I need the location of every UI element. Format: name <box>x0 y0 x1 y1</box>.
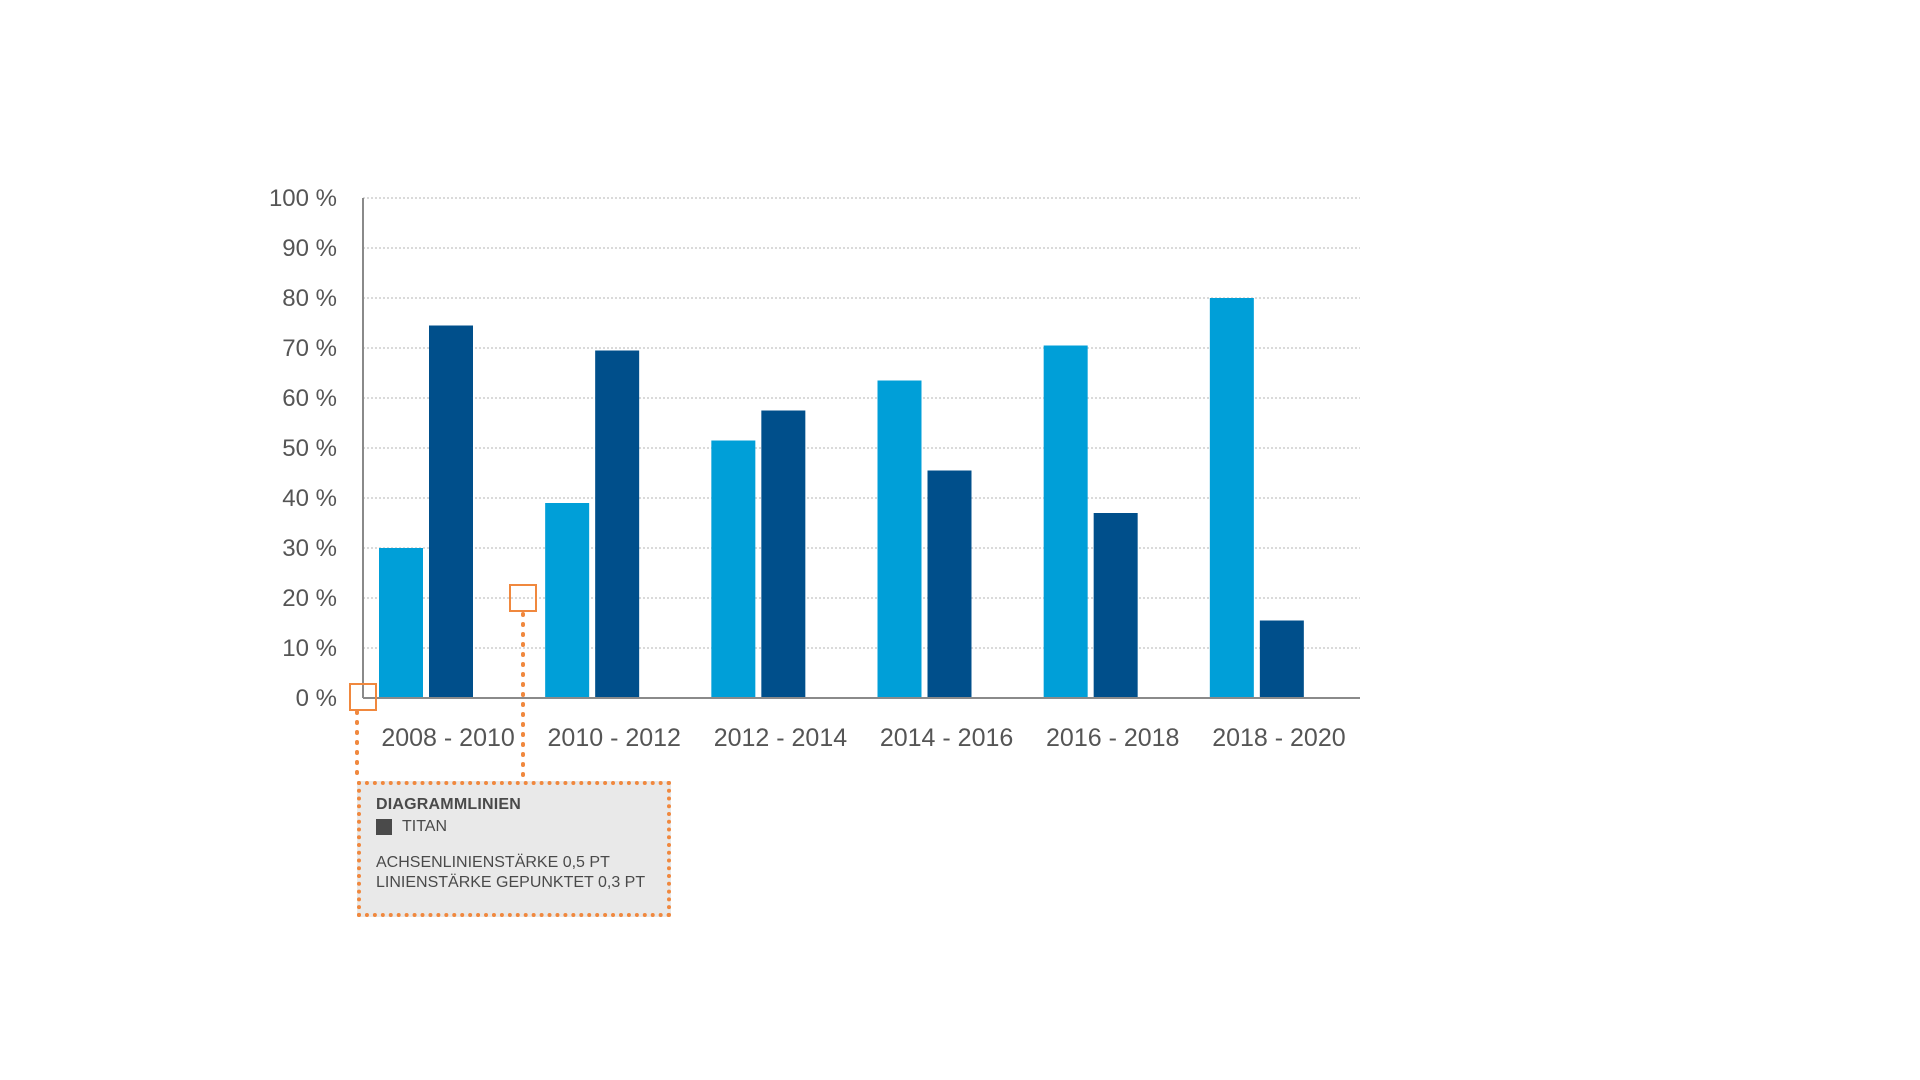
y-tick-label: 80 % <box>282 285 337 312</box>
x-tick-label: 2012 - 2014 <box>714 724 848 752</box>
bar-series-1 <box>1043 345 1088 698</box>
y-tick-label: 50 % <box>282 435 337 462</box>
bar-series-1 <box>1209 298 1254 698</box>
bar-series-2 <box>761 410 806 698</box>
origin-marker-square <box>349 683 377 711</box>
annotation-box: DIAGRAMMLINIEN TITAN ACHSENLINIENSTÄRKE … <box>357 781 671 917</box>
x-tick-labels: 2008 - 2010 2010 - 2012 2012 - 2014 2014 - … <box>381 724 1345 752</box>
titan-swatch <box>376 819 392 835</box>
bar-series-1 <box>545 503 590 698</box>
bar-series-2 <box>1259 620 1304 698</box>
axes <box>362 198 1360 699</box>
y-tick-label: 20 % <box>282 585 337 612</box>
bar-series-2 <box>1093 513 1138 698</box>
bar-series-1 <box>711 440 756 698</box>
x-tick-label: 2016 - 2018 <box>1046 724 1179 752</box>
y-tick-labels: 0 % 10 % 20 % 30 % 40 % 50 % 60 % 70 % 80 % 90 % 1… <box>269 185 337 712</box>
bar-series-1 <box>379 548 423 698</box>
y-tick-label: 100 % <box>269 185 337 212</box>
y-tick-label: 60 % <box>282 385 337 412</box>
x-tick-label: 2014 - 2016 <box>880 724 1013 752</box>
grid-marker-square <box>509 584 537 612</box>
bar-series-2 <box>927 470 972 698</box>
annotation-swatch-row: TITAN <box>376 818 652 836</box>
annotation-dotted-line-width: LINIENSTÄRKE GEPUNKTET 0,3 PT <box>376 874 646 891</box>
annotation-axis-line-width: ACHSENLINIENSTÄRKE 0,5 PT <box>376 854 610 871</box>
y-tick-label: 90 % <box>282 235 337 262</box>
y-tick-label: 30 % <box>282 535 337 562</box>
y-tick-label: 0 % <box>296 685 337 712</box>
y-tick-label: 70 % <box>282 335 337 362</box>
annotation-title: DIAGRAMMLINIEN <box>376 796 522 813</box>
y-tick-label: 10 % <box>282 635 337 662</box>
x-tick-label: 2010 - 2012 <box>548 724 681 752</box>
bar-series-1 <box>877 380 922 698</box>
x-tick-label: 2008 - 2010 <box>381 724 514 752</box>
bar-series-2 <box>595 350 640 698</box>
annotation-callouts <box>349 584 537 783</box>
bars <box>379 298 1304 698</box>
annotation-swatch-label: TITAN <box>402 818 448 835</box>
x-tick-label: 2018 - 2020 <box>1212 724 1345 752</box>
y-tick-label: 40 % <box>282 485 337 512</box>
bar-series-2 <box>429 325 473 698</box>
